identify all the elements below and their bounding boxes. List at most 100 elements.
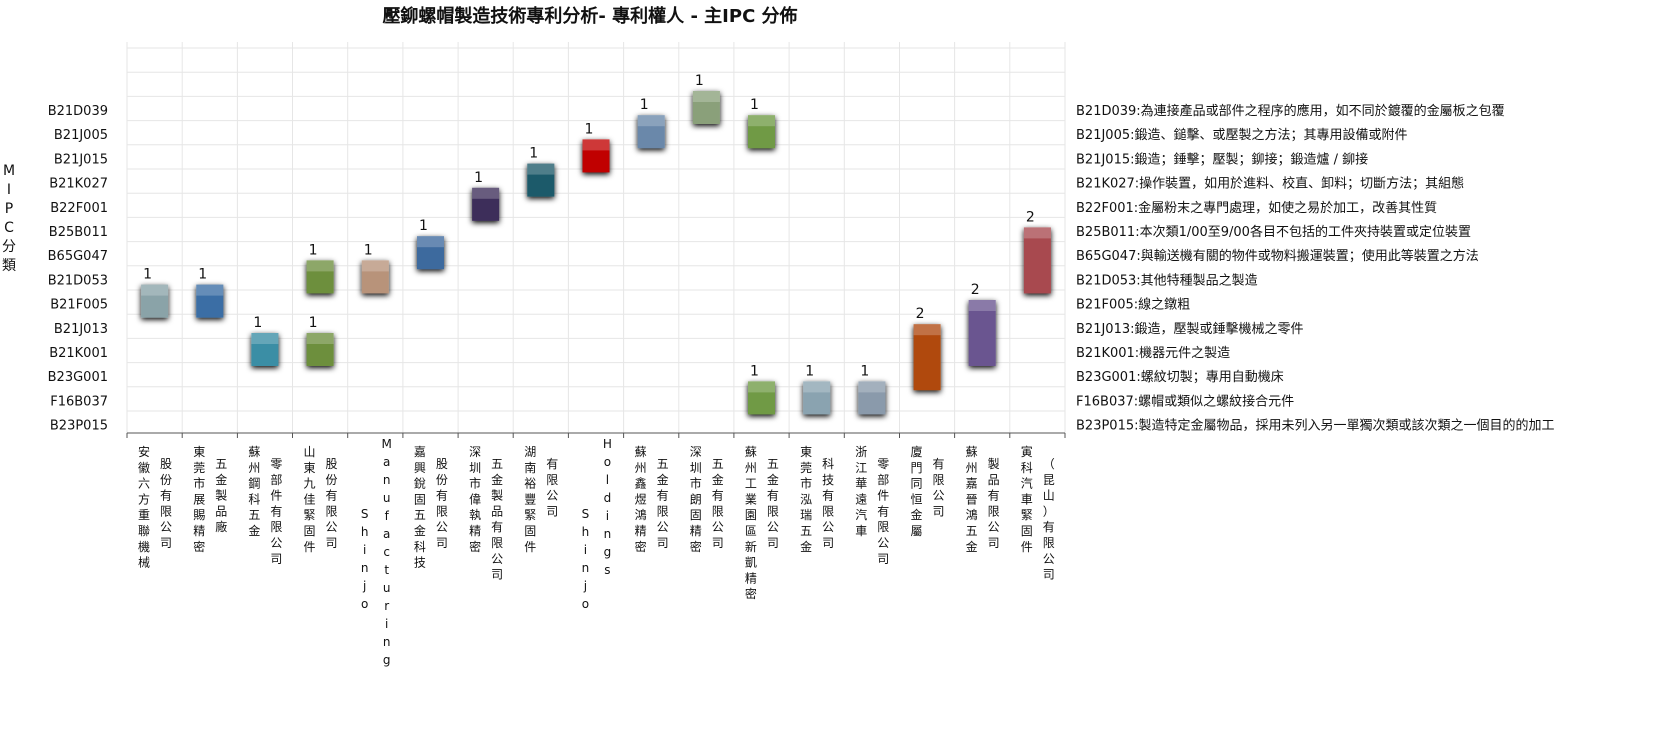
x-tick-label-char: 股 (436, 457, 448, 471)
x-tick-label-char: 車 (1021, 492, 1033, 506)
bar-value-label: 2 (971, 282, 980, 298)
x-tick-label-char: 金 (248, 523, 260, 538)
x-tick-label-char: 市 (193, 476, 205, 491)
bar-value-label: 1 (364, 242, 373, 258)
x-tick-label-char: 展 (193, 492, 205, 506)
x-tick-label-char: 園 (745, 508, 757, 522)
x-tick-label-char: 有 (932, 457, 944, 471)
bar-top-highlight (1023, 227, 1051, 239)
x-tick-label-char: u (383, 491, 391, 505)
x-tick-label-char: 圳 (690, 461, 702, 475)
y-tick-label: B21J015 (54, 152, 108, 167)
x-tick-label-char: 有 (160, 489, 172, 503)
bar (858, 381, 886, 415)
x-tick-label-char: o (361, 597, 368, 611)
x-tick-label-char: 緊 (524, 508, 536, 522)
x-tick-label-char: 嘉 (414, 445, 426, 459)
x-tick-label-char: 限 (822, 504, 834, 518)
x-tick-label-char: 區 (745, 524, 757, 538)
bar-top-highlight (306, 333, 334, 344)
x-tick-label-char: 司 (712, 536, 724, 550)
x-tick-label-char: 有 (767, 489, 779, 503)
bar-value-label: 1 (309, 242, 318, 258)
x-tick-label-char: 有 (270, 504, 282, 518)
grid (126, 42, 1066, 433)
x-tick-label-char: 湖 (524, 444, 536, 459)
x-tick-label-char: 金 (767, 472, 779, 487)
x-tick-label-char: 莞 (193, 461, 205, 475)
x-tick-label-char: 司 (822, 536, 834, 550)
x-tick-label-char: 固 (524, 524, 536, 538)
x-tick-label-char: 司 (932, 504, 944, 518)
bar-top-highlight (196, 284, 224, 296)
x-tick-label-char: 佳 (303, 492, 315, 506)
x-tick-label-char: 固 (1021, 524, 1033, 538)
x-tick-label-char: 限 (546, 473, 558, 487)
bar (803, 381, 831, 415)
ipc-description: B21D053:其他特種製品之製造 (1076, 272, 1258, 288)
ipc-description: B21J015:鍛造；錘擊；壓製；鉚接；鍛造爐 / 鉚接 (1076, 151, 1368, 167)
x-tick-label-char: 五 (491, 457, 503, 471)
x-tick-label-char: 件 (877, 489, 889, 503)
x-tick-label-char: 部 (877, 472, 889, 487)
x-tick-label-char: 限 (1043, 536, 1055, 550)
x-tick-label-char: 蘇 (745, 445, 757, 459)
bar (637, 115, 665, 149)
bar-value-label: 1 (474, 170, 483, 186)
x-tick-label-char: 五 (248, 508, 260, 522)
x-tick-label-char: ） (1043, 504, 1055, 518)
x-tick-label-char: j (583, 579, 587, 593)
chart-title: 壓鉚螺帽製造技術專利分析- 專利權人 - 主IPC 分佈 (382, 6, 798, 27)
x-tick-label-char: o (582, 597, 589, 611)
bar-value-label: 1 (860, 363, 869, 379)
x-tick-label-char: 科 (1021, 461, 1033, 475)
x-tick-label-char: 精 (469, 524, 481, 538)
y-tick-label: B23G001 (48, 370, 108, 385)
x-tick-label-char: 密 (745, 586, 757, 601)
x-tick-label-char: 件 (1021, 540, 1033, 554)
ipc-description: B65G047:與輸送機有關的物件或物料搬運裝置；使用此等裝置之方法 (1076, 248, 1479, 264)
x-tick-label-char: 品 (988, 473, 1000, 487)
x-tick-label-char: 五 (657, 457, 669, 471)
ipc-description: B23P015:製造特定金屬物品，採用未列入另一單獨次類或該次類之一個目的的加工 (1076, 418, 1555, 434)
x-tick-label-char: 密 (690, 539, 702, 554)
ipc-description: F16B037:螺帽或類似之螺紋接合元件 (1076, 393, 1294, 409)
ipc-description: B22F001:金屬粉末之專門處理，如使之易於加工，改善其性質 (1076, 200, 1437, 216)
bar (582, 139, 610, 173)
bar (417, 236, 444, 270)
x-tick-label-char: 車 (855, 524, 867, 538)
x-tick-label-char: 公 (270, 536, 282, 550)
x-tick-label-char: 製 (491, 489, 503, 503)
x-tick-label-char: 有 (546, 457, 558, 471)
x-tick-label-char: 金 (414, 523, 426, 538)
x-tick-label-char: 五 (712, 457, 724, 471)
x-tick-label-char: 司 (491, 568, 503, 582)
x-tick-label-char: 密 (469, 539, 481, 554)
x-tick-label-char: 偉 (469, 492, 481, 506)
y-axis-label-char: I (6, 182, 12, 198)
x-tick-label-char: i (363, 543, 366, 557)
y-axis-label-char: 類 (2, 258, 16, 274)
bar (527, 163, 555, 197)
x-tick-label-char: 精 (690, 524, 702, 538)
x-tick-label-char: S (582, 507, 590, 521)
bar-top-highlight (306, 260, 334, 272)
x-tick-label-char: 門 (910, 461, 922, 475)
x-tick-label-char: 股 (160, 457, 172, 471)
bar-value-label: 1 (750, 363, 759, 379)
x-tick-label-char: 司 (160, 536, 172, 550)
x-tick-label-char: 執 (469, 508, 481, 522)
x-tick-label-char: 鴻 (635, 508, 647, 522)
x-tick-label-char: 瑞 (800, 508, 812, 522)
bar (748, 115, 775, 149)
x-tick-label-char: 公 (1043, 552, 1055, 566)
x-tick-label-char: o (604, 455, 611, 469)
x-tick-label-char: h (582, 525, 590, 539)
x-tick-label-char: u (383, 581, 391, 595)
